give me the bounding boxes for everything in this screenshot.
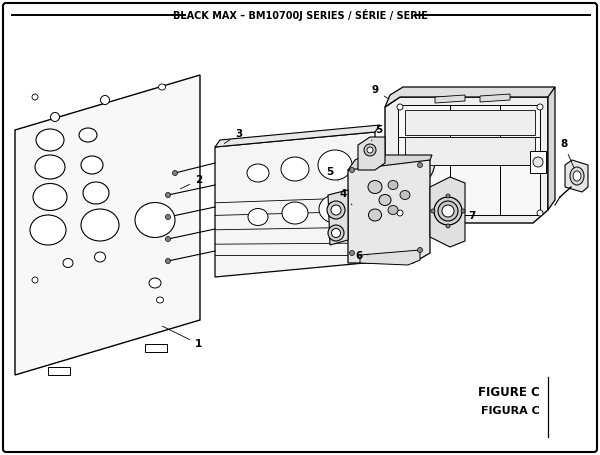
FancyBboxPatch shape [3,3,597,452]
Polygon shape [15,75,200,375]
Ellipse shape [32,277,38,283]
Polygon shape [565,160,588,192]
Ellipse shape [166,258,170,263]
Ellipse shape [442,205,454,217]
Polygon shape [360,250,420,265]
Ellipse shape [418,162,422,167]
Ellipse shape [328,225,344,241]
Ellipse shape [33,183,67,211]
Ellipse shape [30,215,66,245]
Text: 9: 9 [372,85,388,98]
Ellipse shape [149,278,161,288]
Ellipse shape [36,129,64,151]
Ellipse shape [461,209,465,213]
Ellipse shape [81,209,119,241]
Ellipse shape [158,84,166,90]
Ellipse shape [81,156,103,174]
Ellipse shape [446,194,450,198]
Bar [530,151,546,173]
Ellipse shape [431,209,435,213]
Ellipse shape [388,206,398,214]
Text: FIGURE C: FIGURE C [478,386,540,399]
Ellipse shape [282,202,308,224]
Ellipse shape [173,171,178,176]
Ellipse shape [434,197,462,225]
Text: 3: 3 [224,129,242,143]
Ellipse shape [537,104,543,110]
Ellipse shape [319,195,351,223]
Ellipse shape [281,157,309,181]
Ellipse shape [537,210,543,216]
Ellipse shape [397,210,403,216]
Ellipse shape [331,205,341,215]
Polygon shape [328,190,348,245]
Polygon shape [430,177,465,247]
Polygon shape [215,132,375,277]
Polygon shape [480,94,510,102]
Ellipse shape [397,104,403,110]
Ellipse shape [388,181,398,189]
Ellipse shape [368,209,382,221]
Ellipse shape [349,251,355,256]
Polygon shape [348,155,432,170]
Text: 4: 4 [340,189,352,205]
Ellipse shape [95,252,106,262]
Bar [405,110,535,135]
Ellipse shape [573,171,581,181]
Ellipse shape [32,94,38,100]
Bar [405,137,535,165]
Ellipse shape [446,224,450,228]
Text: 8: 8 [560,139,574,167]
Text: 5: 5 [326,167,338,181]
Ellipse shape [318,150,352,180]
Ellipse shape [157,297,163,303]
Ellipse shape [135,202,175,238]
Polygon shape [48,367,70,375]
Ellipse shape [368,181,382,193]
Ellipse shape [166,214,170,219]
Text: 6: 6 [355,251,368,261]
Polygon shape [435,95,465,103]
Text: 7: 7 [463,211,475,221]
Ellipse shape [400,191,410,199]
Ellipse shape [79,128,97,142]
Polygon shape [215,125,380,147]
Text: 1: 1 [163,326,202,349]
Ellipse shape [533,157,543,167]
Polygon shape [398,105,540,215]
Ellipse shape [360,156,376,168]
Polygon shape [385,97,548,223]
Ellipse shape [327,201,345,219]
Ellipse shape [364,144,376,156]
Ellipse shape [438,201,458,221]
Text: 2: 2 [181,175,202,189]
Ellipse shape [570,167,584,185]
Ellipse shape [101,96,110,105]
Ellipse shape [63,258,73,268]
Text: BLACK MAX – BM10700J SERIES / SÉRIE / SERIE: BLACK MAX – BM10700J SERIES / SÉRIE / SE… [173,9,427,21]
Ellipse shape [35,155,65,179]
Text: FIGURA C: FIGURA C [481,406,540,416]
Text: 5: 5 [371,125,382,141]
Ellipse shape [331,228,341,238]
Ellipse shape [83,182,109,204]
Ellipse shape [166,237,170,242]
Polygon shape [385,87,555,107]
Polygon shape [348,160,430,263]
Polygon shape [548,87,555,210]
Ellipse shape [166,192,170,197]
Polygon shape [145,344,167,352]
Polygon shape [358,137,385,170]
Ellipse shape [247,164,269,182]
Ellipse shape [379,194,391,206]
Ellipse shape [50,112,59,121]
Ellipse shape [405,137,435,182]
Ellipse shape [248,208,268,226]
Ellipse shape [418,248,422,253]
Ellipse shape [349,167,355,172]
Ellipse shape [367,147,373,153]
